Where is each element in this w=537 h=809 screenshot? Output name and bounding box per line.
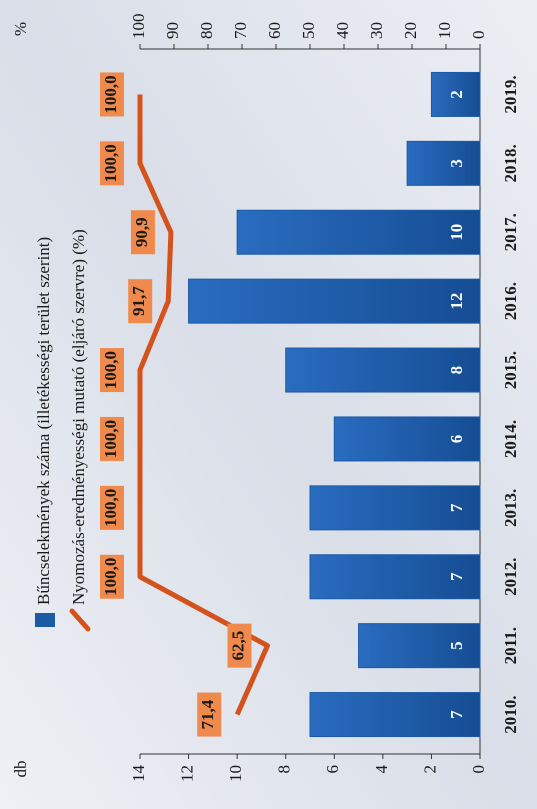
x-tick-label: 2012.	[501, 558, 520, 596]
value-label-box	[100, 72, 124, 117]
x-tick-label: 2016.	[501, 282, 520, 320]
y-tick-label: 0	[469, 765, 488, 774]
bar-value-label: 6	[447, 435, 466, 444]
x-tick-label: 2018.	[501, 144, 520, 182]
y-tick-label: 8	[275, 765, 294, 774]
value-label-box	[100, 554, 124, 599]
value-label-box	[100, 141, 124, 186]
value-label-box	[227, 623, 252, 668]
x-tick-label: 2019.	[501, 75, 520, 113]
bar	[430, 71, 481, 117]
bar	[309, 554, 481, 600]
bar	[333, 416, 481, 462]
legend-label: Nyomozás-eredményességi mutató (eljáró s…	[69, 229, 88, 605]
line-value-label: 100,0	[101, 489, 120, 527]
line	[137, 94, 270, 716]
value-label-box	[100, 485, 124, 530]
y2-tick-label: 40	[333, 22, 352, 39]
bar-value-label: 2	[447, 90, 466, 99]
x-tick-label: 2010.	[501, 695, 520, 733]
bar-value-label: 12	[447, 293, 466, 310]
y2-tick-label: 10	[435, 22, 454, 39]
legend-label: Bűncselekmények száma (illetékességi ter…	[34, 237, 53, 605]
y2-tick-label: 20	[401, 22, 420, 39]
value-label-box	[100, 416, 124, 461]
bar-value-label: 5	[447, 641, 466, 650]
line-value-label: 100,0	[101, 144, 120, 182]
y2-tick-label: 60	[265, 22, 284, 39]
bar	[309, 485, 481, 531]
y2-tick-label: 80	[197, 22, 216, 39]
bar	[236, 209, 481, 255]
line-value-label: 91,7	[129, 286, 148, 316]
bar-value-label: 7	[447, 710, 466, 719]
bar-value-label: 7	[447, 503, 466, 512]
x-tick-label: 2015.	[501, 351, 520, 389]
y2-tick-label: 100	[129, 14, 148, 40]
bar-value-label: 8	[447, 366, 466, 375]
y-tick-label: 12	[177, 765, 196, 782]
y2-tick-label: 30	[367, 22, 386, 39]
x-tick-label: 2011.	[501, 627, 520, 664]
y-tick-label: 10	[226, 765, 245, 782]
bar	[285, 347, 481, 393]
value-label-box	[130, 210, 155, 255]
value-label-box	[100, 348, 124, 393]
y-tick-label: 2	[420, 765, 439, 774]
bar	[406, 140, 481, 186]
y2-tick-label: 70	[231, 22, 250, 39]
x-tick-label: 2014.	[501, 420, 520, 458]
x-tick-label: 2013.	[501, 489, 520, 527]
y-tick-label: 14	[129, 765, 148, 783]
y2-tick-label: 90	[163, 22, 182, 39]
bar-value-label: 7	[447, 572, 466, 581]
y2-axis-label: %	[11, 22, 30, 36]
bar	[358, 623, 481, 669]
legend-swatch	[35, 613, 55, 627]
y2-tick-label: 50	[299, 22, 318, 39]
bar-value-label: 10	[447, 224, 466, 241]
bar	[309, 692, 481, 738]
legend-swatch	[69, 608, 91, 632]
x-tick-label: 2017.	[501, 213, 520, 251]
value-label-box	[128, 279, 153, 324]
line-value-label: 100,0	[101, 420, 120, 458]
y-tick-label: 6	[323, 765, 342, 774]
bar	[188, 278, 481, 324]
y2-tick-label: 0	[469, 31, 488, 40]
line-value-label: 100,0	[101, 351, 120, 389]
line-value-label: 100,0	[101, 558, 120, 596]
line-value-label: 62,5	[228, 631, 247, 661]
y-axis-label: db	[11, 761, 30, 778]
line-value-label: 71,4	[198, 699, 217, 729]
line-value-label: 90,9	[132, 217, 151, 247]
line-value-label: 100,0	[101, 75, 120, 113]
value-label-box	[197, 692, 222, 737]
y-tick-label: 4	[372, 765, 391, 774]
bar-value-label: 3	[447, 159, 466, 168]
